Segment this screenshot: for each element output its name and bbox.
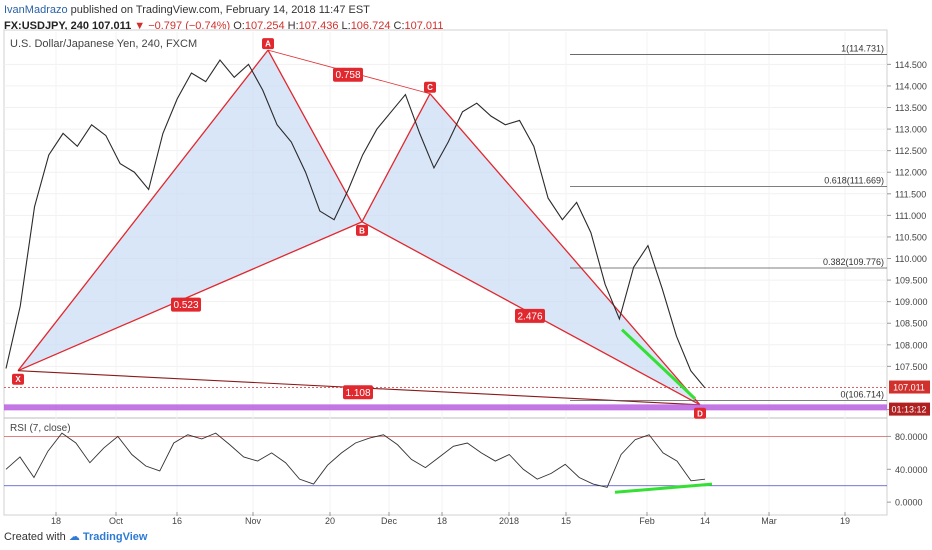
ratio-badge [333, 67, 363, 82]
chart-title: U.S. Dollar/Japanese Yen, 240, FXCM [10, 38, 197, 50]
footer: Created with ☁ TradingView [4, 530, 928, 548]
ratio-label: 0.758 [335, 70, 360, 81]
pattern-point-label: B [359, 226, 365, 235]
x-tick-label: 18 [51, 516, 61, 526]
leg-bc [361, 93, 431, 223]
tradingview-logo-icon: ☁ [68, 531, 80, 543]
y-tick-label: 108.500 [895, 319, 928, 329]
main-layer: 1(114.731) 0.618(111.669) 0.382(109.776) 0(… [4, 38, 930, 494]
pattern-point-badge [12, 373, 24, 385]
price-badge [889, 402, 930, 416]
x-tick-label: 15 [561, 516, 571, 526]
pattern-point-badge [262, 38, 274, 50]
fib-level-label: 0.618(111.669) [824, 175, 884, 185]
y-tick-label: 111.500 [895, 189, 926, 199]
pattern-point-label: D [697, 409, 703, 418]
price-line [5, 59, 706, 389]
pattern-point-badge [424, 81, 436, 93]
y-tick-label: 111.000 [895, 211, 926, 221]
y-tick-label: 110.000 [895, 254, 927, 264]
x-tick-label: 2018 [499, 516, 519, 526]
x-tick-label: Oct [109, 516, 124, 526]
support-zone [4, 404, 887, 411]
ratio-label: 0.523 [173, 300, 198, 311]
low-label: L: [341, 20, 351, 32]
y-tick-label: 114.500 [895, 60, 927, 70]
price-divergence-line [620, 328, 697, 400]
y-tick-label: 113.000 [895, 125, 927, 135]
high-label: H: [287, 20, 299, 32]
y-tick-label: 108.000 [895, 340, 928, 350]
x-tick-label: 20 [325, 516, 335, 526]
tradingview-brand[interactable]: TradingView [82, 531, 148, 543]
y-tick-label: 107.500 [895, 362, 928, 372]
price-change: ▼ −0.797 (−0.74%) [134, 20, 231, 32]
pattern-point-label: X [15, 375, 21, 384]
x-tick-label: Nov [245, 516, 262, 526]
low-value: 106.724 [350, 20, 391, 32]
rsi-label: RSI (7, close) [10, 423, 71, 434]
y-tick-label: 109.000 [895, 297, 928, 307]
pattern-point-label: C [427, 83, 433, 92]
x-tick-label: Mar [761, 516, 777, 526]
y-tick-label: 113.500 [895, 103, 927, 113]
x-tick-label: 19 [840, 516, 850, 526]
pattern-point-badge [694, 407, 706, 419]
symbol-label: FX:USDJPY, 240 [4, 20, 89, 32]
price-badge [889, 380, 930, 394]
pattern-point-badge [356, 224, 368, 236]
fib-level-label: 0(106.714) [840, 389, 884, 399]
y-tick-label: 112.500 [895, 146, 927, 156]
open-label: O: [233, 20, 245, 32]
xab-triangle [18, 50, 362, 371]
leg-xa [17, 49, 269, 372]
x-tick-label: 16 [172, 516, 182, 526]
rsi-tick-label: 40.0000 [895, 465, 928, 475]
x-tick-label: 18 [437, 516, 447, 526]
author-link[interactable]: IvanMadrazo [4, 4, 68, 16]
x-tick-label: Feb [639, 516, 655, 526]
published-text: published on TradingView.com, February 1… [70, 4, 370, 16]
chart-header: IvanMadrazo published on TradingView.com… [4, 2, 928, 34]
rsi-line [5, 432, 706, 488]
ratio-label: 2.476 [517, 311, 542, 322]
rsi-tick-label: 0.0000 [895, 498, 923, 508]
y-tick-label: 114.000 [895, 81, 927, 91]
y-tick-label: 110.500 [895, 232, 927, 242]
last-price: 107.011 [92, 20, 132, 32]
created-with-text: Created with [4, 531, 66, 543]
price-badge-label: 107.011 [893, 383, 925, 393]
rsi-tick-label: 80.0000 [895, 432, 928, 442]
pattern-point-label: A [265, 40, 271, 49]
rsi-divergence-line [614, 482, 713, 494]
leg-cd [429, 93, 701, 406]
ratio-badge [171, 297, 201, 312]
ratio-badge [515, 308, 545, 323]
x-tick-label: 14 [700, 516, 710, 526]
y-tick-label: 112.000 [895, 168, 927, 178]
y-tick-label: 109.500 [895, 276, 928, 286]
bcd-triangle [362, 93, 700, 405]
ratio-label: 1.108 [345, 388, 370, 399]
high-value: 107.436 [298, 20, 339, 32]
close-label: C: [393, 20, 405, 32]
fib-level-label: 0.382(109.776) [823, 257, 884, 267]
close-value: 107.011 [404, 20, 444, 32]
price-badge-label: 01:13:12 [891, 405, 926, 415]
ratio-badge [343, 385, 373, 400]
open-value: 107.254 [244, 20, 285, 32]
fib-level-label: 1(114.731) [841, 43, 884, 53]
x-tick-label: Dec [381, 516, 398, 526]
leg-xb [17, 221, 363, 372]
